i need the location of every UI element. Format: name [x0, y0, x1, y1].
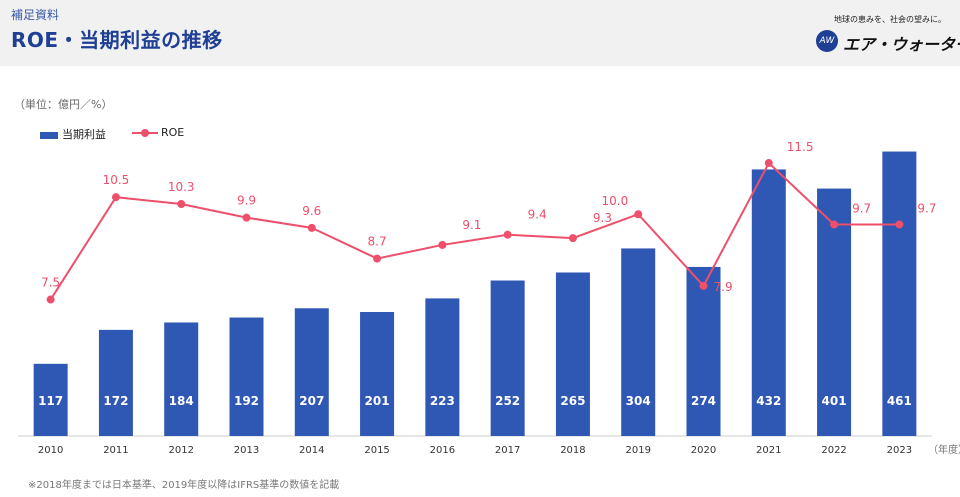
- header-band: 補足資料 ROE・当期利益の推移 地球の恵みを、社会の望みに。 AW エア・ウォ…: [0, 0, 960, 66]
- roe-label-2018: 9.3: [593, 211, 612, 225]
- roe-label-2023: 9.7: [917, 201, 936, 215]
- bar-2022: [817, 188, 852, 436]
- bar-label-2013: 192: [234, 394, 259, 408]
- logo-tagline: 地球の恵みを、社会の望みに。: [834, 15, 946, 24]
- roe-label-2019: 10.0: [601, 194, 628, 208]
- bar-label-2021: 432: [756, 394, 781, 408]
- x-tick-2014: 2014: [299, 445, 324, 456]
- bar-label-2011: 172: [103, 394, 128, 408]
- bar-2011: [98, 329, 133, 436]
- roe-point-2021: [764, 159, 773, 168]
- roe-label-2012: 10.3: [168, 180, 195, 194]
- roe-label-2021: 11.5: [787, 140, 814, 154]
- x-tick-2012: 2012: [168, 445, 193, 456]
- bar-2021: [751, 169, 786, 436]
- bar-label-2016: 223: [430, 394, 455, 408]
- bar-label-2014: 207: [299, 394, 324, 408]
- supplement-label: 補足資料: [11, 8, 60, 22]
- logo-text: エア・ウォーター: [843, 35, 960, 54]
- bar-2014: [294, 308, 329, 436]
- roe-point-2016: [438, 240, 447, 249]
- legend-bar-swatch: [40, 131, 58, 139]
- x-tick-2023: 2023: [887, 445, 912, 456]
- roe-point-2020: [699, 281, 708, 290]
- roe-label-2016: 9.1: [462, 218, 481, 232]
- bar-label-2012: 184: [169, 394, 194, 408]
- x-unit-label: （年度）: [928, 443, 960, 456]
- roe-label-2014: 9.6: [302, 204, 321, 218]
- roe-point-2015: [373, 254, 382, 263]
- roe-label-2013: 9.9: [237, 194, 256, 208]
- roe-point-2022: [830, 220, 839, 229]
- roe-label-2020: 7.9: [714, 280, 733, 294]
- page-title: ROE・当期利益の推移: [11, 28, 223, 52]
- x-tick-2015: 2015: [364, 445, 389, 456]
- roe-point-2018: [568, 234, 577, 243]
- unit-label: （単位：億円／%）: [14, 98, 113, 111]
- bar-label-2018: 265: [560, 394, 585, 408]
- x-tick-2020: 2020: [691, 445, 716, 456]
- roe-label-2010: 7.5: [41, 276, 60, 290]
- bar-label-2020: 274: [691, 394, 716, 408]
- bar-2017: [490, 280, 525, 436]
- footnote: ※2018年度までは日本基準、2019年度以降はIFRS基準の数値を記載: [28, 480, 340, 491]
- bar-2015: [360, 311, 395, 436]
- roe-point-2013: [242, 213, 251, 222]
- roe-label-2015: 8.7: [368, 235, 387, 249]
- bar-label-2010: 117: [38, 394, 63, 408]
- x-tick-2010: 2010: [38, 445, 63, 456]
- roe-label-2022: 9.7: [852, 201, 871, 215]
- legend-label-profit: 当期利益: [62, 128, 106, 141]
- logo-mark-icon: AW: [816, 30, 838, 52]
- bar-label-2023: 461: [887, 394, 912, 408]
- company-logo: 地球の恵みを、社会の望みに。 AW エア・ウォーター: [816, 14, 960, 58]
- bar-2018: [555, 272, 590, 436]
- roe-point-2011: [111, 193, 120, 202]
- x-tick-2022: 2022: [821, 445, 846, 456]
- x-tick-2016: 2016: [430, 445, 455, 456]
- bar-2012: [164, 322, 199, 436]
- legend-line-swatch: [132, 128, 158, 138]
- bar-label-2019: 304: [626, 394, 651, 408]
- roe-label-2011: 10.5: [103, 173, 130, 187]
- bar-label-2015: 201: [365, 394, 390, 408]
- x-tick-2019: 2019: [625, 445, 650, 456]
- x-tick-2017: 2017: [495, 445, 520, 456]
- roe-point-2023: [895, 220, 904, 229]
- x-tick-2021: 2021: [756, 445, 781, 456]
- bar-2010: [33, 363, 68, 436]
- roe-line: [49, 161, 900, 301]
- bar-2023: [882, 151, 917, 436]
- bar-label-2022: 401: [822, 394, 847, 408]
- roe-point-2017: [503, 230, 512, 239]
- roe-point-2014: [307, 223, 316, 232]
- legend-label-roe: ROE: [161, 126, 185, 139]
- x-tick-2011: 2011: [103, 445, 128, 456]
- roe-point-2012: [177, 200, 186, 208]
- legend-item-roe: ROE: [132, 126, 184, 139]
- roe-point-2010: [46, 295, 55, 304]
- bar-2013: [229, 317, 264, 436]
- roe-label-2017: 9.4: [528, 208, 547, 222]
- x-tick-2013: 2013: [234, 445, 259, 456]
- bar-2020: [686, 266, 721, 436]
- x-tick-2018: 2018: [560, 445, 585, 456]
- bar-2019: [621, 248, 656, 436]
- roe-point-2019: [634, 210, 643, 219]
- legend-item-profit: 当期利益: [40, 126, 106, 142]
- bar-2016: [425, 298, 460, 436]
- bar-label-2017: 252: [495, 394, 520, 408]
